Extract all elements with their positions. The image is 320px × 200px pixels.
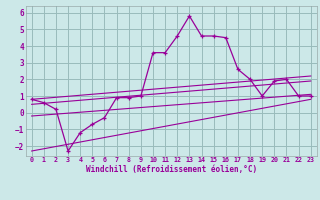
X-axis label: Windchill (Refroidissement éolien,°C): Windchill (Refroidissement éolien,°C) — [86, 165, 257, 174]
